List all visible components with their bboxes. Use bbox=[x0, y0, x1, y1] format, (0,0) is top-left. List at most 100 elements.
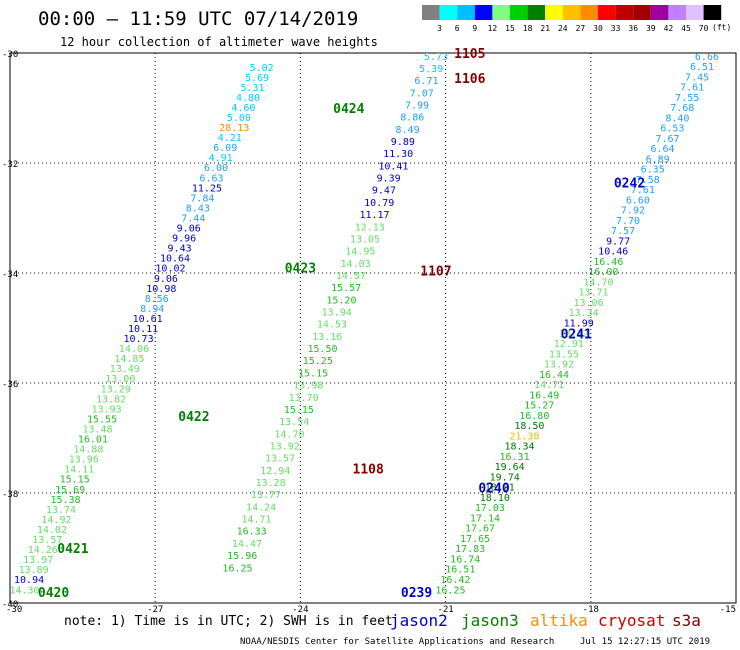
color-scale-swatch bbox=[439, 5, 458, 20]
wave-height-value: 13.12 bbox=[559, 329, 589, 340]
wave-height-value: 18.21 bbox=[485, 483, 515, 494]
wave-height-value: 15.96 bbox=[227, 551, 257, 562]
wave-height-value: 10.64 bbox=[160, 254, 190, 265]
wave-height-value: 15.25 bbox=[303, 356, 333, 367]
wave-height-value: 10.41 bbox=[378, 161, 408, 172]
color-scale-swatch bbox=[457, 5, 475, 20]
wave-height-value: 10.94 bbox=[14, 575, 44, 586]
color-scale-tick: 33 bbox=[611, 24, 621, 33]
wave-height-value: 8.94 bbox=[140, 304, 164, 315]
color-scale-swatch bbox=[668, 5, 686, 20]
color-scale-tick: 70 bbox=[699, 24, 709, 33]
color-scale-swatch bbox=[510, 5, 528, 20]
wave-height-value: 6.63 bbox=[199, 173, 223, 184]
wave-height-value: 9.89 bbox=[391, 137, 415, 148]
wave-height-value: 14.53 bbox=[317, 320, 347, 331]
wave-height-value: 5.31 bbox=[241, 83, 265, 94]
wave-height-value: 7.70 bbox=[616, 216, 640, 227]
wave-height-value: 12.13 bbox=[355, 222, 385, 233]
wave-height-value: 15.27 bbox=[524, 401, 554, 412]
wave-height-value: 17.83 bbox=[455, 544, 485, 555]
wave-height-value: 10.73 bbox=[123, 334, 153, 345]
wave-height-value: 11.99 bbox=[564, 319, 594, 330]
color-scale-swatch bbox=[527, 5, 546, 20]
color-scale-swatch bbox=[598, 5, 616, 20]
time-label: 1105 bbox=[454, 47, 485, 62]
wave-height-value: 11.30 bbox=[383, 149, 413, 160]
wave-height-value: 16.25 bbox=[435, 585, 465, 596]
wave-height-value: 5.39 bbox=[419, 64, 443, 75]
wave-height-value: 14.03 bbox=[341, 259, 371, 270]
color-scale-swatch bbox=[562, 5, 581, 20]
time-label: 1106 bbox=[454, 72, 485, 87]
wave-height-value: 13.34 bbox=[569, 308, 599, 319]
wave-height-value: 16.31 bbox=[500, 452, 530, 463]
wave-height-value: 18.10 bbox=[480, 493, 510, 504]
wave-height-value: 6.64 bbox=[651, 144, 675, 155]
wave-height-value: 11.25 bbox=[192, 183, 222, 194]
wave-height-value: 12.94 bbox=[260, 466, 290, 477]
wave-height-value: 5.73 bbox=[424, 52, 448, 63]
color-scale-swatch bbox=[580, 5, 598, 20]
wave-height-value: 6.66 bbox=[695, 52, 719, 63]
wave-height-value: 13.94 bbox=[322, 308, 352, 319]
y-tick-label: -30 bbox=[2, 50, 18, 60]
wave-height-value: 13.54 bbox=[279, 417, 309, 428]
time-labels: 0424 0423 0422 0421 0420 1105 1106 1107 1108 0242… bbox=[38, 47, 645, 601]
wave-height-value: 10.02 bbox=[155, 264, 185, 275]
legend-entry: jason2 bbox=[390, 611, 448, 630]
x-tick-label: -27 bbox=[147, 605, 163, 615]
wave-height-value: 17.03 bbox=[475, 503, 505, 514]
wave-height-value: 6.53 bbox=[660, 124, 684, 135]
color-scale-tick: 3 bbox=[437, 24, 442, 33]
wave-height-value: 14.95 bbox=[345, 247, 375, 258]
wave-height-value: 6.51 bbox=[690, 62, 714, 73]
wave-height-value: 13.06 bbox=[574, 298, 604, 309]
wave-height-value: 15.15 bbox=[60, 475, 90, 486]
wave-height-value: 7.84 bbox=[190, 193, 214, 204]
wave-height-value: 13.70 bbox=[289, 393, 319, 404]
wave-height-value: 7.67 bbox=[655, 134, 679, 145]
wave-height-value: 14.57 bbox=[336, 271, 366, 282]
color-scale-tick: 21 bbox=[540, 24, 550, 33]
wave-height-value: 5.02 bbox=[250, 63, 274, 74]
wave-height-value: 14.71 bbox=[534, 380, 564, 391]
time-label: 0241 bbox=[561, 328, 592, 343]
y-tick-label: -40 bbox=[2, 600, 18, 610]
wave-height-value: 14.85 bbox=[114, 354, 144, 365]
wave-height-value: 15.15 bbox=[284, 405, 314, 416]
x-tick-label: -15 bbox=[720, 605, 736, 615]
wave-height-value: 9.96 bbox=[172, 234, 196, 245]
y-tick-label: -34 bbox=[2, 270, 18, 280]
wave-height-value: 13.28 bbox=[255, 478, 285, 489]
wave-height-value: 9.06 bbox=[177, 224, 201, 235]
x-tick-label: -24 bbox=[292, 605, 308, 615]
wave-height-value: 14.88 bbox=[73, 445, 103, 456]
wave-height-value: 7.61 bbox=[631, 185, 655, 196]
y-tick-label: -32 bbox=[2, 160, 18, 170]
page-title: 00:00 – 11:59 UTC 07/14/2019 bbox=[38, 8, 358, 30]
time-label: 0424 bbox=[333, 102, 364, 117]
grid-lines bbox=[10, 53, 736, 603]
wave-height-value: 16.80 bbox=[519, 411, 549, 422]
wave-height-value: 8.40 bbox=[665, 113, 689, 124]
wave-height-value: 14.26 bbox=[28, 545, 58, 556]
legend-entry: jason3 bbox=[461, 611, 519, 630]
wave-height-value: 15.69 bbox=[55, 485, 85, 496]
wave-height-value: 16.51 bbox=[445, 565, 475, 576]
time-label: 0239 bbox=[401, 586, 432, 601]
wave-height-value: 15.38 bbox=[51, 495, 81, 506]
wave-height-value: 13.49 bbox=[110, 364, 140, 375]
color-scale-swatch bbox=[422, 5, 440, 20]
wave-height-value: 6.09 bbox=[213, 143, 237, 154]
legend-entry: altika bbox=[530, 611, 588, 630]
wave-height-value: 7.55 bbox=[675, 93, 699, 104]
wave-height-value: 15.50 bbox=[307, 344, 337, 355]
color-scale-tick: 39 bbox=[646, 24, 656, 33]
wave-height-value: 9.77 bbox=[606, 236, 630, 247]
wave-height-value: 8.86 bbox=[400, 113, 424, 124]
footer-generated: Jul 15 12:27:15 UTC 2019 bbox=[580, 637, 710, 647]
color-scale-tick: 30 bbox=[593, 24, 603, 33]
time-label: 0242 bbox=[614, 176, 645, 191]
wave-height-value: 18.50 bbox=[514, 421, 544, 432]
